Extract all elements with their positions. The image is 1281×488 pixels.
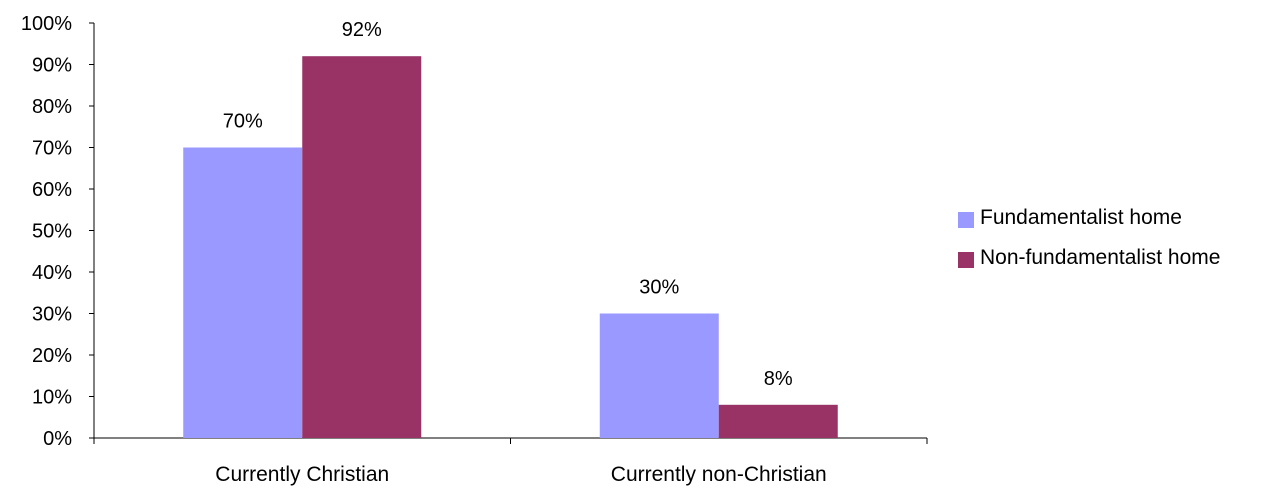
legend-label-non-fundamentalist: Non-fundamentalist home — [980, 246, 1221, 269]
legend-item-non-fundamentalist: Non-fundamentalist home — [958, 238, 1220, 278]
x-category-label: Currently Christian — [215, 463, 389, 486]
y-tick-label: 10% — [32, 387, 72, 409]
y-tick-label: 60% — [32, 179, 72, 201]
data-label: 30% — [639, 277, 679, 299]
legend-swatch-non-fundamentalist — [958, 252, 974, 268]
data-label: 70% — [223, 111, 263, 133]
legend-swatch-fundamentalist — [958, 212, 974, 228]
bar-non-fundamentalist-christian — [302, 56, 422, 438]
y-tick-label: 20% — [32, 345, 72, 367]
bars — [183, 56, 838, 438]
data-label: 92% — [342, 19, 382, 41]
data-label: 8% — [764, 368, 793, 390]
y-tick-label: 40% — [32, 262, 72, 284]
y-tick-label: 100% — [21, 13, 72, 35]
y-tick-label: 30% — [32, 304, 72, 326]
y-tick-label: 90% — [32, 55, 72, 77]
category-labels: Currently Christian Currently non-Christi… — [215, 463, 826, 486]
legend: Fundamentalist home Non-fundamentalist h… — [958, 198, 1220, 278]
data-labels: 70% 92% 30% 8% — [223, 19, 793, 390]
y-tick-label: 70% — [32, 138, 72, 160]
bar-fundamentalist-christian — [183, 147, 303, 438]
x-axis — [93, 437, 928, 444]
bar-fundamentalist-non-christian — [599, 313, 719, 438]
y-tick-label: 80% — [32, 96, 72, 118]
legend-item-fundamentalist: Fundamentalist home — [958, 198, 1220, 238]
y-tick-label: 0% — [43, 428, 72, 450]
y-tick-label: 50% — [32, 221, 72, 243]
legend-label-fundamentalist: Fundamentalist home — [980, 206, 1182, 229]
x-category-label: Currently non-Christian — [611, 463, 827, 486]
y-axis: 0% 10% 20% 30% 40% 50% 60% 70% 80% 90% 100% — [21, 13, 95, 450]
bar-non-fundamentalist-non-christian — [718, 404, 838, 438]
